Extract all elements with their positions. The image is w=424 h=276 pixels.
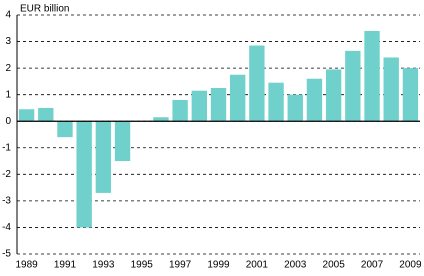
bar — [153, 117, 169, 122]
y-tick-label: -1 — [2, 142, 11, 153]
bar — [76, 121, 92, 228]
bar — [345, 50, 361, 122]
bar — [95, 121, 112, 193]
bar — [383, 57, 399, 122]
bar — [230, 74, 246, 122]
y-tick-label: -2 — [2, 169, 11, 180]
x-tick-label: 1989 — [15, 260, 38, 271]
x-tick-label: 1997 — [169, 260, 192, 271]
bar — [38, 107, 54, 122]
bar — [325, 69, 342, 122]
x-tick-label: 1999 — [207, 260, 230, 271]
bar — [268, 82, 284, 122]
x-tick-label: 1993 — [92, 260, 115, 271]
y-tick-label: 0 — [5, 116, 11, 127]
bar — [114, 121, 131, 162]
y-tick-label: 1 — [5, 89, 11, 100]
bar — [57, 121, 73, 138]
bar — [172, 99, 188, 122]
y-tick-label: 2 — [5, 63, 11, 74]
y-tick-label: -5 — [2, 249, 11, 260]
bar — [287, 94, 303, 122]
x-tick-label: 2001 — [246, 260, 269, 271]
bar — [364, 30, 380, 122]
x-tick-label: 1991 — [54, 260, 77, 271]
bar — [249, 45, 265, 122]
x-tick-label: 2003 — [284, 260, 307, 271]
x-tick-label: 1995 — [131, 260, 154, 271]
y-tick-label: 4 — [5, 10, 11, 21]
y-tick-label: 3 — [5, 36, 11, 47]
y-axis-label: EUR billion — [20, 4, 69, 15]
y-tick-label: -4 — [2, 222, 11, 233]
x-tick-label: 2005 — [323, 260, 346, 271]
y-tick-label: -3 — [2, 196, 11, 207]
bar — [306, 78, 323, 122]
x-tick-label: 2009 — [399, 260, 422, 271]
bar — [18, 109, 35, 122]
x-tick-label: 2007 — [361, 260, 384, 271]
bar — [402, 68, 419, 122]
bar — [191, 90, 207, 122]
bar — [210, 88, 227, 122]
